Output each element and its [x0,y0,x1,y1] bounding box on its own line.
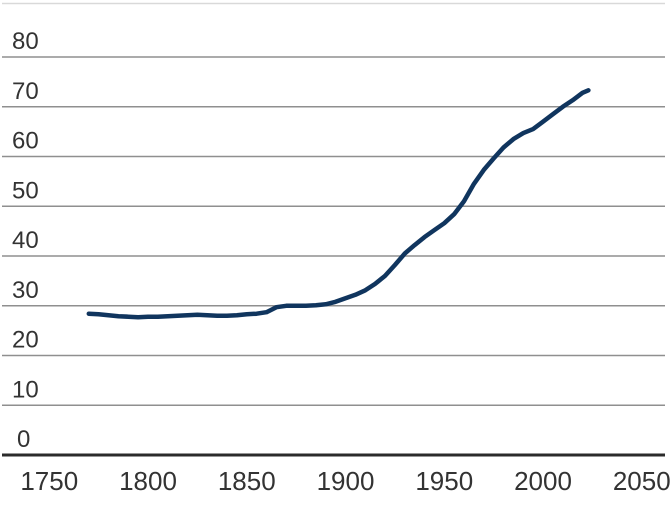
x-tick-label-1800: 1800 [119,466,177,496]
x-tick-label-1900: 1900 [317,466,375,496]
data-series-line [86,88,591,320]
y-tick-label-10: 10 [12,376,39,403]
x-tick-label-1750: 1750 [20,466,78,496]
y-tick-label-70: 70 [12,78,39,105]
x-tick-label-1950: 1950 [415,466,473,496]
y-tick-label-40: 40 [12,227,39,254]
x-tick-label-1850: 1850 [218,466,276,496]
y-tick-label-20: 20 [12,327,39,354]
y-tick-label-80: 80 [12,28,39,55]
y-tick-label-50: 50 [12,177,39,204]
y-tick-label-0: 0 [17,426,30,453]
y-tick-label-30: 30 [12,277,39,304]
x-tick-label-2050: 2050 [613,466,670,496]
x-tick-label-2000: 2000 [514,466,572,496]
y-tick-label-60: 60 [12,128,39,155]
